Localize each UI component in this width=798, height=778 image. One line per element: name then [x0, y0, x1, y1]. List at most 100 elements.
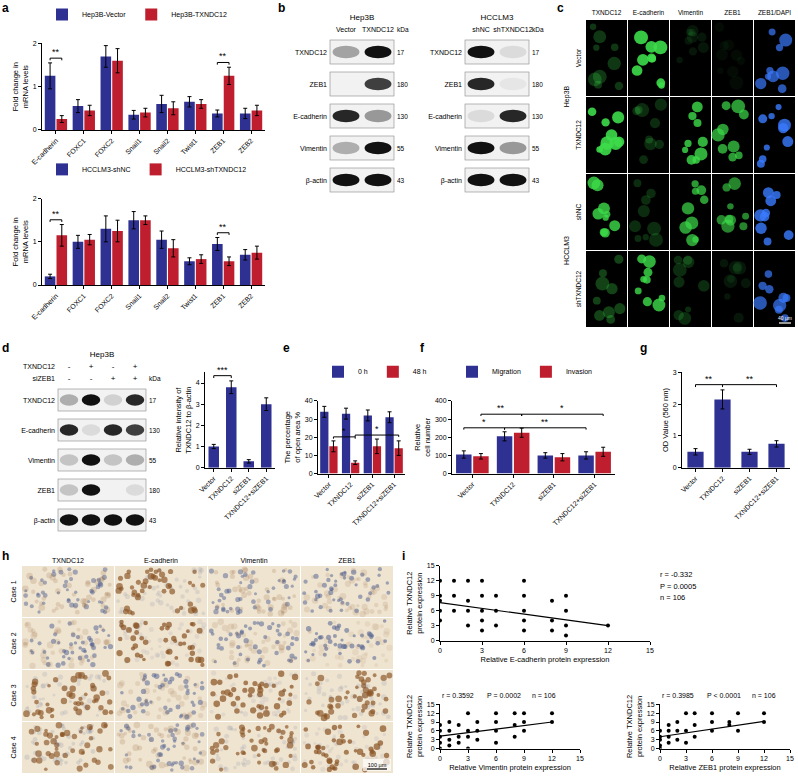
svg-text:ZEB1: ZEB1: [338, 557, 356, 564]
svg-text:β-actin: β-actin: [34, 517, 55, 525]
svg-text:Relative E-cadherin protein ex: Relative E-cadherin protein expression: [481, 655, 610, 664]
svg-text:E-cadherin: E-cadherin: [30, 292, 59, 321]
svg-text:Vector: Vector: [680, 474, 699, 493]
svg-text:300: 300: [435, 416, 447, 423]
svg-text:2: 2: [196, 422, 200, 429]
svg-text:-: -: [112, 362, 115, 371]
svg-text:15: 15: [786, 755, 794, 762]
svg-text:40: 40: [305, 397, 313, 404]
svg-text:E-cadherin: E-cadherin: [144, 557, 178, 564]
svg-text:ZEB1/DAPI: ZEB1/DAPI: [758, 9, 791, 16]
svg-text:TXNDC12: TXNDC12: [489, 481, 517, 509]
svg-text:Vimentin: Vimentin: [678, 9, 704, 16]
svg-text:E-cadherin: E-cadherin: [428, 113, 462, 120]
svg-text:-: -: [68, 374, 71, 383]
svg-text:i: i: [402, 549, 405, 563]
svg-text:ZEB1: ZEB1: [309, 81, 327, 88]
svg-text:48 h: 48 h: [413, 368, 427, 375]
svg-text:1: 1: [33, 83, 37, 90]
svg-text:kDa: kDa: [532, 26, 544, 33]
svg-text:30: 30: [305, 416, 313, 423]
svg-text:**: **: [219, 222, 227, 232]
svg-text:Hep3B-Vector: Hep3B-Vector: [82, 11, 126, 19]
svg-text:r = 0.3592: r = 0.3592: [442, 692, 474, 699]
svg-text:HCCLM3: HCCLM3: [563, 236, 570, 265]
svg-text:n = 106: n = 106: [752, 692, 776, 699]
svg-text:3: 3: [431, 736, 435, 743]
svg-text:12: 12: [647, 710, 655, 717]
svg-text:1: 1: [673, 432, 677, 439]
svg-text:3: 3: [673, 369, 677, 376]
svg-text:1: 1: [33, 238, 37, 245]
svg-text:β-actin: β-actin: [441, 177, 462, 185]
svg-text:a: a: [2, 1, 9, 15]
svg-text:Relative ZEB1 protein expressi: Relative ZEB1 protein expression: [669, 763, 780, 772]
svg-text:*: *: [342, 426, 346, 436]
svg-text:E-cadherin: E-cadherin: [293, 113, 327, 120]
svg-text:Case 3: Case 3: [10, 684, 17, 706]
svg-text:n = 106: n = 106: [660, 593, 685, 602]
svg-text:h: h: [2, 549, 9, 563]
svg-text:TXNDC12: TXNDC12: [592, 9, 622, 16]
svg-text:TXNDC12: TXNDC12: [430, 49, 462, 56]
svg-text:Relativecell number: Relativecell number: [413, 417, 432, 456]
svg-text:Fold change inmRNA levels: Fold change inmRNA levels: [11, 217, 30, 266]
svg-text:12: 12: [604, 647, 612, 654]
svg-text:ZEB1: ZEB1: [724, 9, 741, 16]
svg-text:Vector: Vector: [313, 480, 332, 499]
svg-text:TXNDC12+siZEB1: TXNDC12+siZEB1: [351, 481, 397, 527]
svg-text:Relative TXNDC12protein expres: Relative TXNDC12protein expression: [625, 695, 644, 758]
svg-text:P < 0.0001: P < 0.0001: [707, 692, 741, 699]
svg-text:15: 15: [647, 701, 655, 708]
svg-text:**: **: [705, 374, 713, 384]
svg-text:**: **: [52, 209, 60, 219]
svg-text:10: 10: [305, 452, 313, 459]
svg-text:17: 17: [397, 49, 405, 56]
svg-text:b: b: [278, 1, 285, 15]
svg-text:130: 130: [149, 427, 160, 434]
svg-text:TXNDC12+siZEB1: TXNDC12+siZEB1: [551, 481, 597, 527]
svg-text:0: 0: [651, 745, 655, 752]
svg-text:Invasion: Invasion: [566, 368, 592, 375]
svg-text:*: *: [375, 424, 379, 434]
svg-text:r = 0.3985: r = 0.3985: [662, 692, 694, 699]
svg-text:+: +: [133, 374, 138, 383]
svg-text:TXNDC12: TXNDC12: [23, 397, 55, 404]
svg-text:siZEB1: siZEB1: [231, 475, 252, 496]
svg-text:Vector: Vector: [198, 474, 217, 493]
svg-text:shNC: shNC: [472, 26, 490, 33]
svg-text:20: 20: [305, 434, 313, 441]
svg-text:12: 12: [427, 710, 435, 717]
svg-text:HCCLM3-shNC: HCCLM3-shNC: [82, 166, 131, 173]
svg-text:3: 3: [431, 622, 435, 629]
svg-text:***: ***: [217, 365, 228, 375]
svg-text:Vimentin: Vimentin: [435, 145, 462, 152]
svg-text:TXNDC12: TXNDC12: [362, 26, 394, 33]
svg-text:Vector: Vector: [457, 480, 476, 499]
svg-text:β-actin: β-actin: [306, 177, 327, 185]
svg-text:6: 6: [431, 727, 435, 734]
svg-text:12: 12: [760, 755, 768, 762]
svg-text:P = 0.0002: P = 0.0002: [487, 692, 521, 699]
svg-text:**: **: [746, 374, 754, 384]
svg-text:0: 0: [33, 126, 37, 133]
svg-text:400: 400: [435, 397, 447, 404]
svg-text:Relative intensity ofTXNDC12 t: Relative intensity ofTXNDC12 to β-actin: [174, 386, 193, 453]
svg-text:siZEB1: siZEB1: [732, 475, 753, 496]
svg-text:1: 1: [196, 443, 200, 450]
svg-text:-: -: [68, 362, 71, 371]
svg-text:100: 100: [435, 452, 447, 459]
svg-text:6: 6: [710, 755, 714, 762]
svg-text:TXNDC12: TXNDC12: [52, 557, 84, 564]
svg-text:P = 0.0005: P = 0.0005: [660, 582, 696, 591]
svg-text:kDa: kDa: [149, 375, 161, 382]
svg-text:Vimentin: Vimentin: [300, 145, 327, 152]
svg-text:2: 2: [33, 40, 37, 47]
svg-text:Snail2: Snail2: [152, 137, 171, 156]
svg-text:ZEB1: ZEB1: [37, 487, 55, 494]
svg-text:3: 3: [651, 736, 655, 743]
svg-text:+: +: [111, 374, 116, 383]
svg-text:Relative TXNDC12protein expres: Relative TXNDC12protein expression: [405, 695, 424, 758]
svg-text:180: 180: [532, 81, 543, 88]
svg-text:n = 106: n = 106: [532, 692, 556, 699]
